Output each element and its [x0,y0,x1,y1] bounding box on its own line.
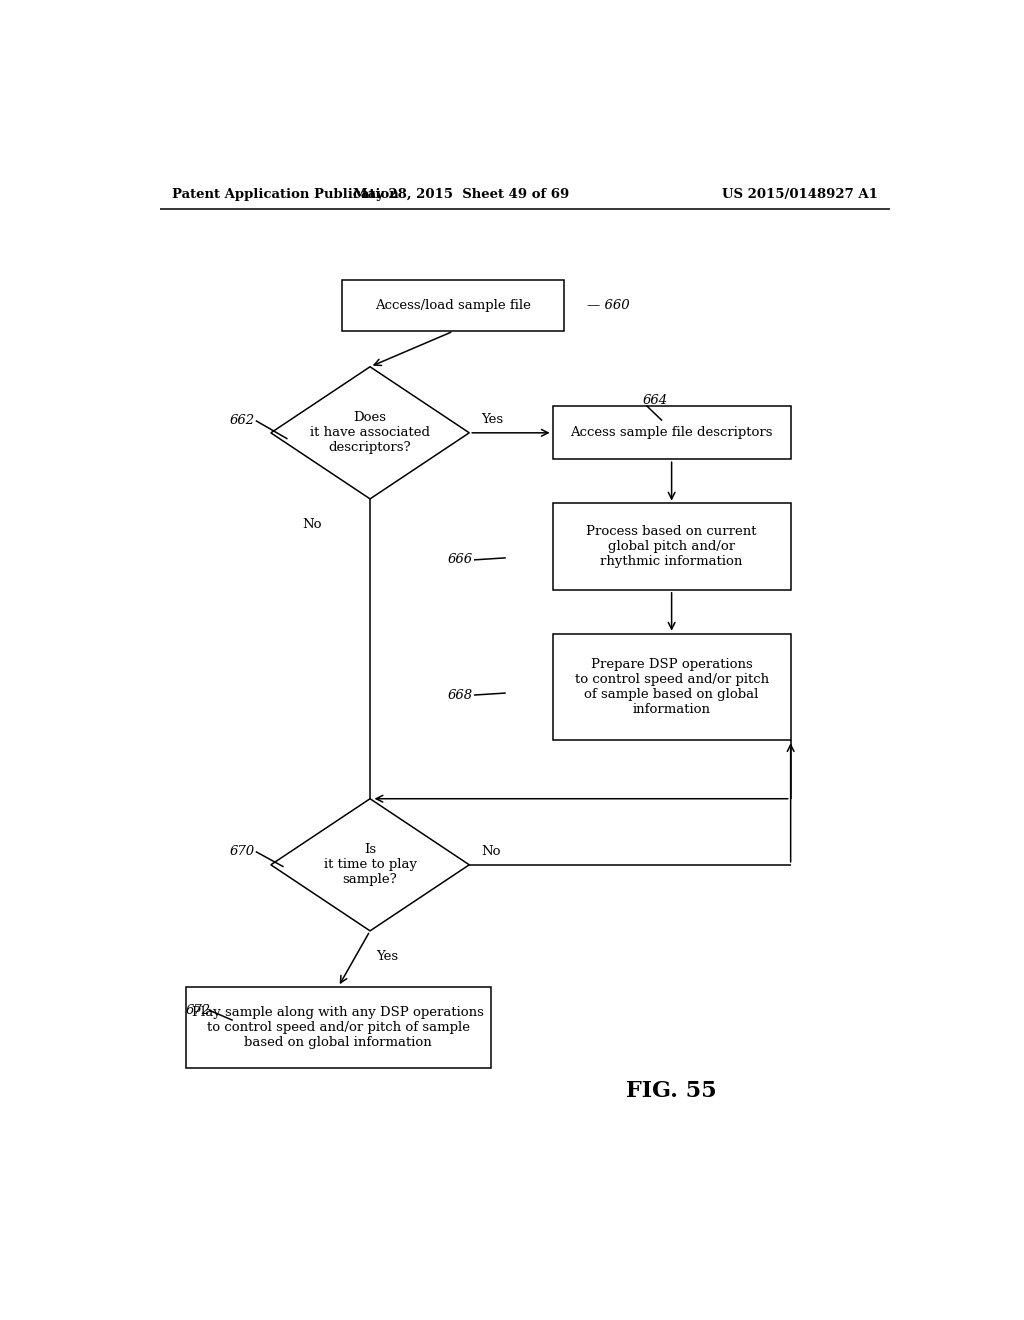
Text: 670: 670 [229,845,255,858]
Text: Does
it have associated
descriptors?: Does it have associated descriptors? [310,412,430,454]
Text: Is
it time to play
sample?: Is it time to play sample? [324,843,417,886]
FancyBboxPatch shape [553,634,791,741]
FancyBboxPatch shape [553,503,791,590]
Text: Patent Application Publication: Patent Application Publication [172,189,398,202]
Text: 664: 664 [642,393,668,407]
Text: No: No [303,517,323,531]
Text: Play sample along with any DSP operations
to control speed and/or pitch of sampl: Play sample along with any DSP operation… [193,1006,484,1049]
Text: Access/load sample file: Access/load sample file [376,300,531,313]
Text: Yes: Yes [377,950,398,962]
Text: May 28, 2015  Sheet 49 of 69: May 28, 2015 Sheet 49 of 69 [353,189,569,202]
Text: Prepare DSP operations
to control speed and/or pitch
of sample based on global
i: Prepare DSP operations to control speed … [574,657,769,715]
Polygon shape [270,367,469,499]
Text: Access sample file descriptors: Access sample file descriptors [570,426,773,440]
Text: US 2015/0148927 A1: US 2015/0148927 A1 [722,189,878,202]
Text: FIG. 55: FIG. 55 [627,1081,717,1102]
Polygon shape [270,799,469,931]
Text: 662: 662 [229,414,255,428]
FancyBboxPatch shape [342,280,564,331]
FancyBboxPatch shape [553,407,791,459]
Text: No: No [481,845,501,858]
Text: 672: 672 [185,1003,210,1016]
Text: Yes: Yes [481,413,503,426]
FancyBboxPatch shape [185,987,492,1068]
Text: — 660: — 660 [587,300,630,313]
Text: 666: 666 [447,553,473,566]
Text: Process based on current
global pitch and/or
rhythmic information: Process based on current global pitch an… [587,525,757,568]
Text: 668: 668 [447,689,473,701]
